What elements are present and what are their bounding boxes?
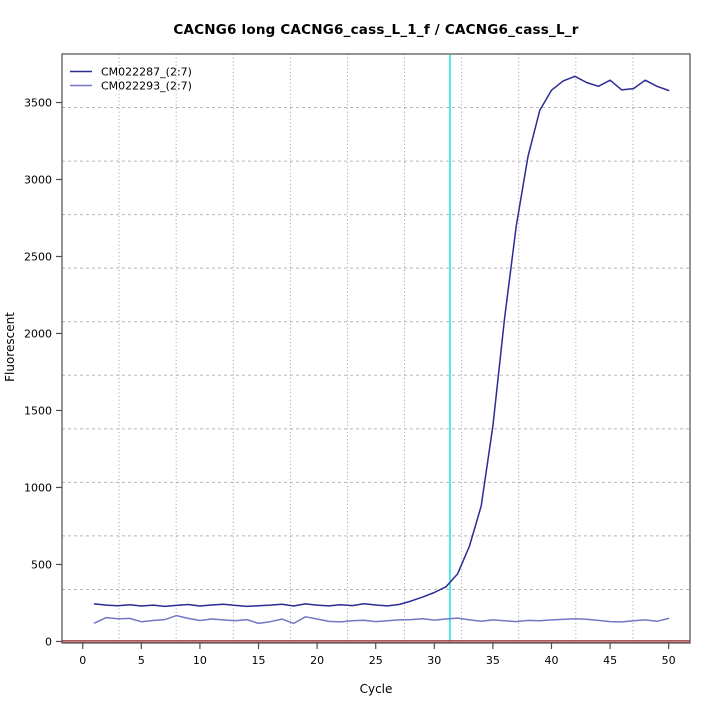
y-tick-label: 3000 (24, 173, 52, 186)
x-axis-label: Cycle (359, 682, 393, 696)
x-tick-label: 40 (544, 654, 558, 667)
chart-title: CACNG6 long CACNG6_cass_L_1_f / CACNG6_c… (173, 22, 579, 38)
y-tick-label: 500 (31, 558, 52, 571)
legend-label: CM022287_(2:7) (101, 66, 192, 79)
x-tick-label: 20 (310, 654, 324, 667)
y-tick-label: 2500 (24, 250, 52, 263)
series-curve-cm022293-2-7- (93, 614, 670, 625)
x-tick-label: 0 (79, 654, 86, 667)
x-tick-label: 10 (193, 654, 207, 667)
y-tick-label: 1000 (24, 481, 52, 494)
x-tick-label: 30 (427, 654, 441, 667)
x-tick-label: 25 (369, 654, 383, 667)
x-tick-label: 15 (252, 654, 266, 667)
x-tick-label: 50 (662, 654, 676, 667)
y-tick-label: 3500 (24, 97, 52, 110)
series-curve-cm022287-2-7- (93, 75, 670, 608)
y-tick-label: 2000 (24, 327, 52, 340)
x-tick-label: 45 (603, 654, 617, 667)
plot-border (61, 53, 691, 644)
legend-label: CM022293_(2:7) (101, 80, 192, 93)
y-tick-label: 1500 (24, 404, 52, 417)
x-tick-label: 5 (138, 654, 145, 667)
x-tick-label: 35 (486, 654, 500, 667)
y-tick-label: 0 (45, 635, 52, 648)
